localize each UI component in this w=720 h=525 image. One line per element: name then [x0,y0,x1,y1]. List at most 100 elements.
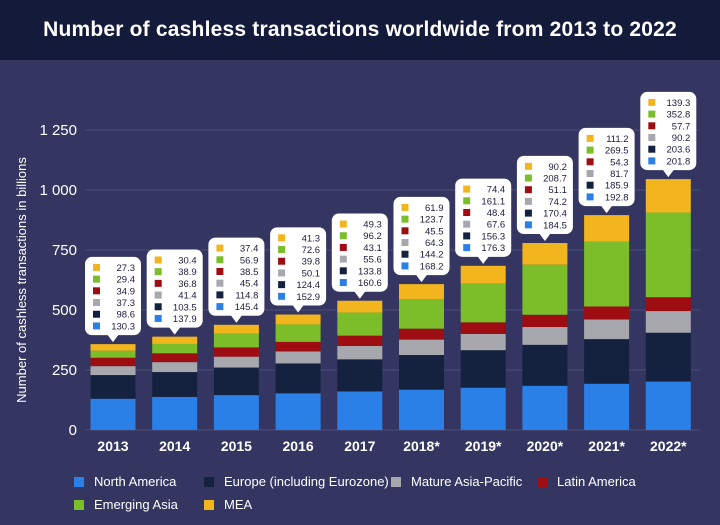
bar-segment [90,398,136,430]
callout-pointer [168,326,181,335]
data-label: 144.2 [420,250,444,261]
data-label: 38.9 [178,267,197,278]
callout-swatch [524,221,532,229]
data-label: 90.2 [548,162,567,173]
data-label: 34.9 [117,286,136,297]
callout-swatch [401,215,409,223]
bar-segment [152,336,198,344]
data-label: 43.1 [363,243,382,254]
callout-swatch [648,134,656,142]
bar-segment [522,243,568,265]
callout-swatch [463,244,471,252]
legend-item: Latin America [537,474,636,489]
bar-segment [337,300,383,313]
callout-swatch [648,157,656,165]
y-tick-label: 750 [52,242,77,259]
bar-segment [152,362,198,373]
data-label: 152.9 [296,292,320,303]
legend-label: Europe (including Eurozone) [224,474,389,489]
callout-swatch [339,220,347,228]
bar-segment [275,341,321,352]
legend-swatch [204,499,214,510]
bar-segment [152,372,198,397]
callout-swatch [278,281,286,289]
data-label: 29.4 [117,275,136,286]
data-label: 57.7 [672,121,691,132]
legend-label: North America [94,474,177,489]
data-label: 114.8 [235,290,258,301]
callout-swatch [216,267,224,275]
callout-swatch [524,162,532,170]
callout-swatch [154,279,162,287]
y-tick-label: 1 250 [39,122,77,139]
data-label: 184.5 [543,220,567,231]
callout-swatch [401,239,409,247]
callout-swatch [401,203,409,211]
x-tick-label: 2013 [97,438,128,454]
bar-segment [90,344,136,351]
data-label: 37.3 [117,298,136,309]
callout-swatch [93,287,100,295]
bar-segment [152,343,198,354]
data-label: 170.4 [543,209,567,220]
callout-swatch [278,257,286,265]
callout-swatch [216,279,224,287]
callout-swatch [401,250,409,258]
callout-swatch [154,256,162,264]
data-label: 160.6 [358,278,382,289]
data-label: 90.2 [672,133,691,144]
data-label: 30.4 [178,255,197,266]
callout-swatch [93,310,100,318]
bar-segment [584,383,630,430]
bar-segment [460,387,506,430]
chart-title: Number of cashless transactions worldwid… [43,18,677,41]
data-label: 103.5 [173,302,197,313]
legend-label: MEA [224,497,253,512]
data-label: 185.9 [605,181,629,192]
data-label: 74.2 [548,197,567,208]
data-label: 45.5 [425,226,444,237]
bar-segment [522,327,568,345]
bar-segment [460,322,506,334]
legend-item: Emerging Asia [74,497,178,512]
callout-swatch [154,291,162,299]
y-tick-label: 250 [52,362,77,379]
data-label: 208.7 [543,174,567,185]
bar-segment [584,215,630,242]
bar-segment [460,333,506,351]
data-label: 352.8 [667,110,691,121]
data-label: 161.1 [481,196,505,207]
data-label: 56.9 [240,255,259,266]
bar-segment [399,284,444,299]
data-label: 123.7 [420,215,444,226]
y-tick-label: 500 [52,302,77,319]
data-label: 130.3 [111,321,135,332]
callout-pointer [538,233,551,242]
callout-swatch [524,186,532,194]
legend-item: Mature Asia-Pacific [391,474,522,489]
callout-swatch [93,263,100,271]
x-tick-label: 2018* [403,438,440,454]
x-tick-label: 2016 [283,438,314,454]
data-label: 41.3 [302,233,321,244]
data-label: 124.4 [296,280,320,291]
bar-segment [213,356,259,368]
x-tick-label: 2022* [650,438,687,454]
legend-swatch [391,476,401,487]
callout-swatch [463,185,471,193]
callout-swatch [648,145,656,153]
callout-swatch [93,275,100,283]
callout-swatch [339,267,347,275]
callout-swatch [586,181,594,189]
callout-swatch [154,268,162,276]
callout-swatch [648,122,656,130]
bar-segment [213,324,259,334]
data-label: 27.3 [117,263,136,274]
callout-swatch [93,299,100,307]
data-label: 139.3 [667,98,691,109]
data-label: 45.4 [240,279,259,290]
callout-swatch [216,256,224,264]
callout-swatch [278,269,286,277]
callout-pointer [415,274,428,283]
bar-segment [522,314,568,328]
